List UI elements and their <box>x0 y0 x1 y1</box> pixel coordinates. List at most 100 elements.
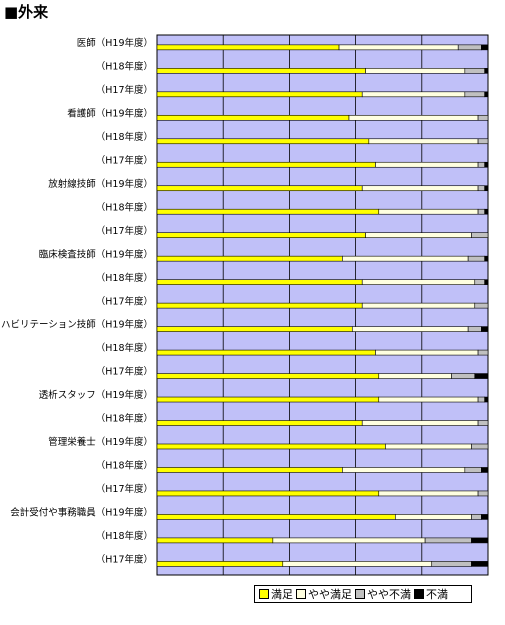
bar-satisfied <box>156 44 340 51</box>
bar-satisfied <box>156 255 343 262</box>
bar-somewhat-unsatisfied <box>477 490 489 497</box>
category-label: （H17年度） <box>96 295 153 307</box>
legend-item: 満足 <box>259 586 293 602</box>
bar-unsatisfied <box>484 161 489 168</box>
bar-satisfied <box>156 326 353 332</box>
bar-somewhat-unsatisfied <box>471 443 489 450</box>
bar-somewhat-satisfied <box>378 490 479 497</box>
bar-somewhat-satisfied <box>361 279 476 285</box>
bar-somewhat-satisfied <box>282 561 433 567</box>
bar-unsatisfied <box>484 279 489 285</box>
legend-swatch <box>414 589 424 599</box>
category-label: （H17年度） <box>96 84 153 96</box>
bar-somewhat-unsatisfied <box>477 208 485 215</box>
category-label: 臨床検査技師（H19年度） <box>39 248 153 260</box>
bar-unsatisfied <box>481 467 489 473</box>
legend-label: やや満足 <box>308 588 352 601</box>
bar-satisfied <box>156 561 284 567</box>
bar-somewhat-unsatisfied <box>477 161 485 168</box>
bar-somewhat-satisfied <box>395 514 472 520</box>
bar-satisfied <box>156 68 366 74</box>
chart-legend: 満足 やや満足 やや不満 不満 <box>254 585 472 603</box>
bar-satisfied <box>156 114 350 121</box>
category-label: リハビリテーション技師（H19年度） <box>0 319 153 331</box>
category-label: 会計受付や事務職員（H19年度） <box>10 507 153 519</box>
bar-satisfied <box>156 514 396 520</box>
bar-satisfied <box>156 161 376 168</box>
bar-somewhat-satisfied <box>378 373 452 379</box>
bar-unsatisfied <box>484 68 489 74</box>
bar-satisfied <box>156 91 363 98</box>
bar-somewhat-satisfied <box>361 420 479 426</box>
bar-somewhat-unsatisfied <box>467 326 482 332</box>
bar-somewhat-unsatisfied <box>471 232 489 238</box>
bar-somewhat-unsatisfied <box>471 514 482 520</box>
bar-satisfied <box>156 537 274 544</box>
bar-somewhat-unsatisfied <box>477 349 489 356</box>
chart-title: ■外来 <box>4 3 49 21</box>
bar-somewhat-unsatisfied <box>477 185 485 192</box>
bar-somewhat-satisfied <box>368 138 479 145</box>
bar-somewhat-satisfied <box>338 44 459 51</box>
legend-label: 不満 <box>426 588 448 601</box>
bar-unsatisfied <box>481 514 489 520</box>
bar-satisfied <box>156 232 366 238</box>
bar-somewhat-satisfied <box>365 68 466 74</box>
bar-unsatisfied <box>484 208 489 215</box>
bar-unsatisfied <box>471 561 489 567</box>
bar-somewhat-unsatisfied <box>477 138 489 145</box>
bar-satisfied <box>156 420 363 426</box>
bar-somewhat-satisfied <box>378 208 479 215</box>
bar-satisfied <box>156 396 380 403</box>
legend-swatch <box>296 589 306 599</box>
legend-label: やや不満 <box>367 588 411 601</box>
bar-somewhat-unsatisfied <box>467 255 485 262</box>
category-label: 管理栄養士（H19年度） <box>48 436 153 448</box>
bar-somewhat-unsatisfied <box>464 467 482 473</box>
bar-somewhat-unsatisfied <box>474 279 485 285</box>
bar-somewhat-unsatisfied <box>464 68 485 74</box>
category-label: （H17年度） <box>96 483 153 495</box>
category-label: （H17年度） <box>96 154 153 166</box>
category-label: （H18年度） <box>96 530 153 542</box>
bar-satisfied <box>156 279 363 285</box>
bar-satisfied <box>156 373 380 379</box>
bar-somewhat-satisfied <box>348 114 479 121</box>
bar-unsatisfied <box>484 396 489 403</box>
legend-item: 不満 <box>414 586 448 602</box>
bar-unsatisfied <box>481 326 489 332</box>
legend-label: 満足 <box>271 588 293 601</box>
category-label: （H18年度） <box>96 201 153 213</box>
bar-somewhat-satisfied <box>361 91 466 98</box>
bar-somewhat-satisfied <box>375 349 479 356</box>
category-label: （H18年度） <box>96 413 153 425</box>
category-label: （H17年度） <box>96 225 153 237</box>
bar-satisfied <box>156 185 363 192</box>
bar-satisfied <box>156 490 380 497</box>
category-label: （H17年度） <box>96 554 153 566</box>
category-label: 看護師（H19年度） <box>67 107 153 119</box>
legend-swatch <box>355 589 365 599</box>
bar-unsatisfied <box>471 537 489 544</box>
bar-somewhat-satisfied <box>342 255 469 262</box>
bar-unsatisfied <box>484 91 489 98</box>
bar-satisfied <box>156 302 363 309</box>
bar-somewhat-unsatisfied <box>477 396 485 403</box>
legend-item: やや満足 <box>296 586 352 602</box>
bar-somewhat-satisfied <box>365 232 472 238</box>
category-label: 医師（H19年度） <box>77 37 153 49</box>
bar-unsatisfied <box>474 373 489 379</box>
bar-somewhat-satisfied <box>342 467 466 473</box>
bar-satisfied <box>156 208 380 215</box>
bar-somewhat-satisfied <box>351 326 469 332</box>
bar-satisfied <box>156 467 343 473</box>
bar-somewhat-unsatisfied <box>464 91 485 98</box>
legend-swatch <box>259 589 269 599</box>
bar-satisfied <box>156 349 376 356</box>
category-label: 透析スタッフ（H19年度） <box>39 389 153 401</box>
bar-unsatisfied <box>484 255 489 262</box>
bar-somewhat-unsatisfied <box>424 537 472 544</box>
bar-somewhat-unsatisfied <box>431 561 472 567</box>
category-label: 放射線技師（H19年度） <box>48 178 153 190</box>
